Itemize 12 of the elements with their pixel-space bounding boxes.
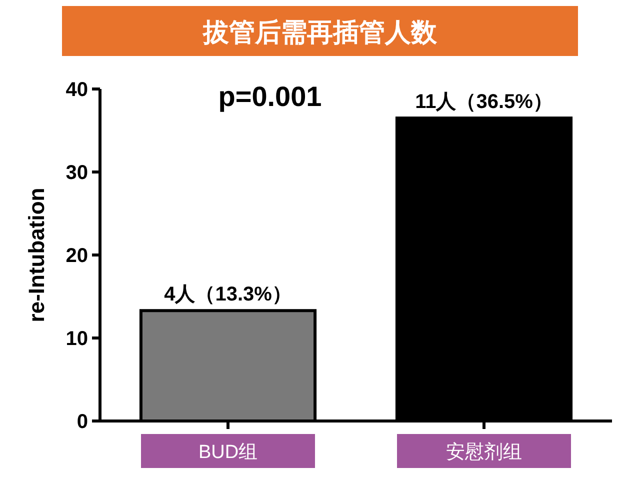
- x-tick-label: 安慰剂组: [446, 441, 522, 463]
- y-tick-label: 30: [66, 162, 88, 184]
- y-tick-label: 20: [66, 245, 88, 267]
- y-axis-title: re-Intubation: [24, 188, 49, 322]
- y-tick-label: 40: [66, 79, 88, 101]
- x-tick-label: BUD组: [198, 442, 258, 463]
- chart-title: 拔管后需再插管人数: [202, 17, 438, 47]
- data-label: 11人（36.5%）: [415, 91, 553, 114]
- y-tick-label: 10: [66, 328, 88, 350]
- y-tick-label: 0: [76, 411, 88, 433]
- annotation: p=0.001: [218, 81, 322, 112]
- data-label: 4人（13.3%）: [164, 284, 292, 306]
